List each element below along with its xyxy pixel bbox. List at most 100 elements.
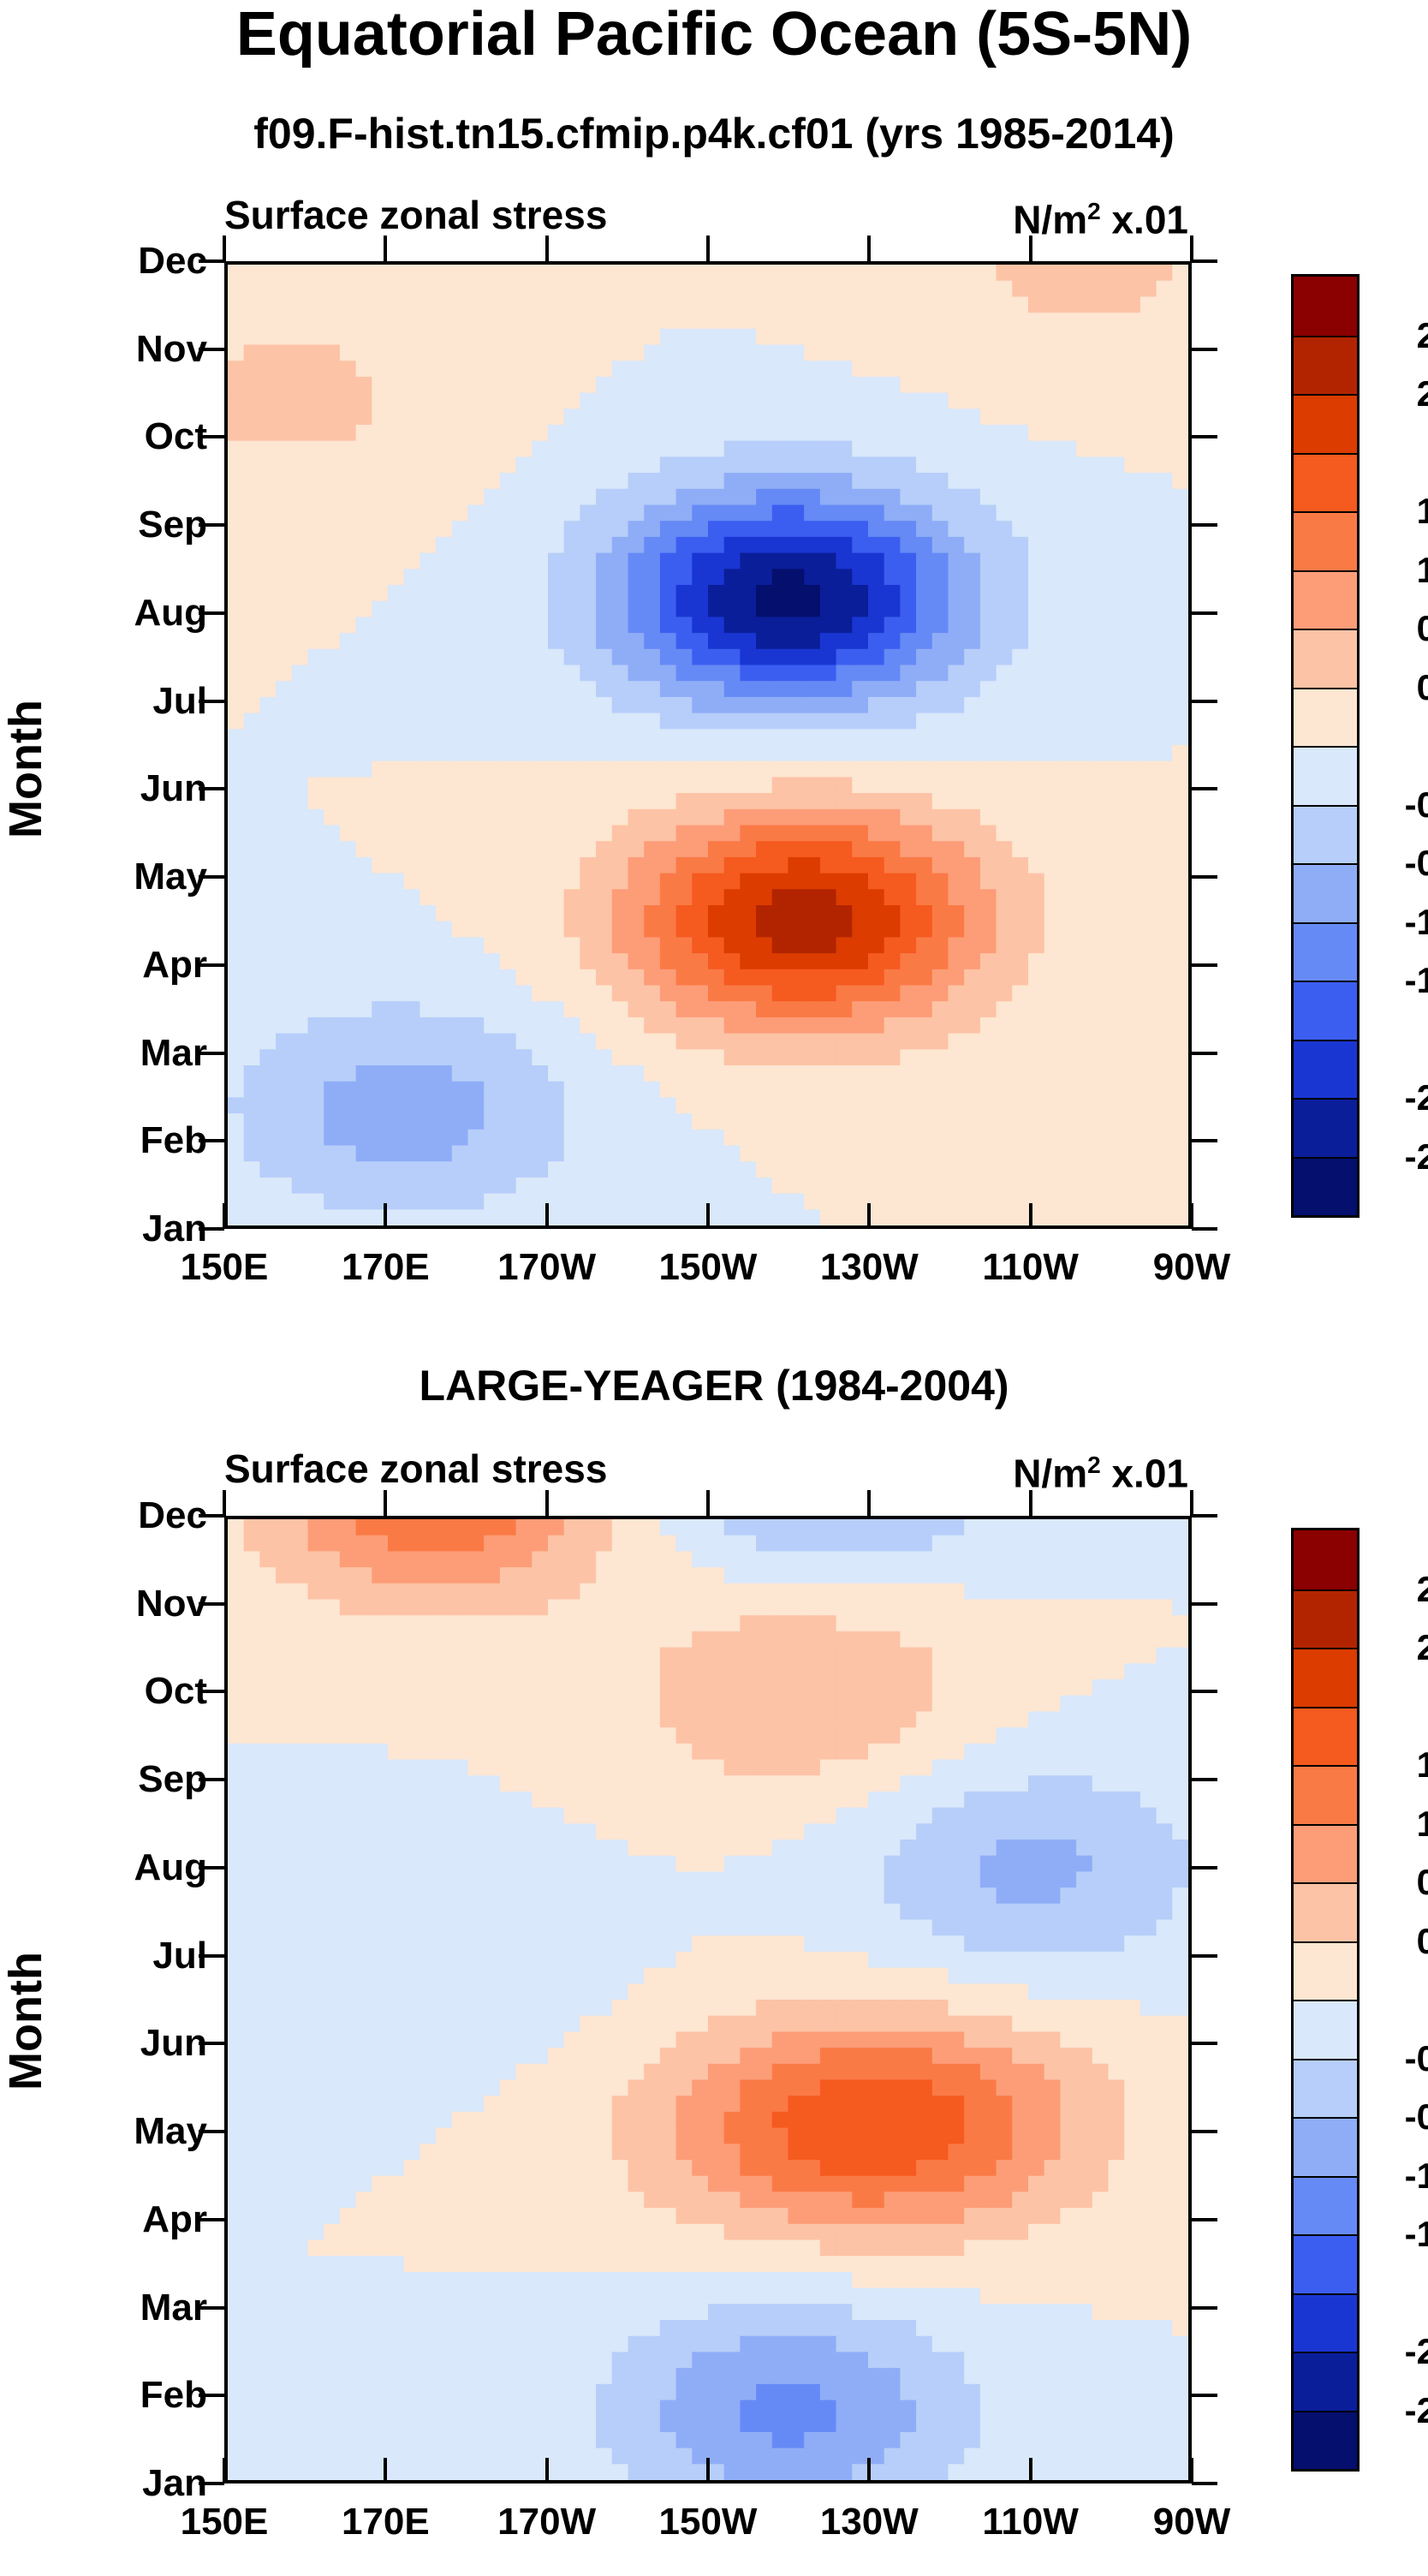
panel2-field-cell <box>484 1823 501 1840</box>
panel1-field-cell <box>1108 745 1125 762</box>
panel1-field-cell <box>948 1097 965 1114</box>
panel1-field-cell <box>771 569 789 586</box>
panel1-field-cell <box>372 1017 389 1035</box>
panel1-field-cell <box>228 392 245 409</box>
panel1-field-cell <box>372 889 389 906</box>
panel1-field-cell <box>868 633 885 650</box>
panel1-field-cell <box>355 713 372 730</box>
panel1-field-cell <box>708 344 725 361</box>
panel1-field-cell <box>756 504 773 522</box>
panel1-field-cell <box>499 1049 517 1066</box>
panel1-field-cell <box>1060 1017 1077 1035</box>
panel1-field-cell <box>1156 265 1173 282</box>
panel1-field-cell <box>548 536 565 554</box>
panel1-field-cell <box>259 1161 277 1178</box>
panel1-field-cell <box>819 296 837 313</box>
panel2-field-cell <box>243 1840 260 1857</box>
panel2-field-cell <box>388 2048 405 2065</box>
panel1-field-cell <box>756 1065 773 1082</box>
panel1-field-cell <box>756 841 773 858</box>
panel1-field-cell <box>339 296 357 313</box>
panel2-field-cell <box>291 1855 309 1872</box>
panel1-field-cell <box>580 392 597 409</box>
panel1-field-cell <box>868 1161 885 1178</box>
panel1-field-cell <box>788 873 805 890</box>
panel2-field-cell <box>532 2208 549 2225</box>
panel1-field-cell <box>1012 296 1029 313</box>
panel1-field-cell <box>339 665 357 682</box>
panel1-field-cell <box>276 376 293 394</box>
panel1-field-cell <box>355 376 372 394</box>
panel1-field-cell <box>740 521 757 538</box>
panel1-field-cell <box>259 473 277 490</box>
panel1-y-tick <box>199 523 224 528</box>
panel1-field-cell <box>596 376 613 394</box>
panel1-field-cell <box>1028 889 1045 906</box>
panel1-field-cell <box>788 1193 805 1210</box>
panel1-field-cell <box>228 376 245 394</box>
panel2-field-cell <box>355 1871 372 1888</box>
panel1-field-cell <box>548 889 565 906</box>
panel1-field-cell <box>1108 1161 1125 1178</box>
panel1-field-cell <box>548 1145 565 1162</box>
panel1-field-cell <box>484 793 501 810</box>
panel1-colorbar-segment <box>1294 394 1357 453</box>
panel1-field-cell <box>675 328 693 346</box>
panel1-field-cell <box>388 488 405 506</box>
panel1-field-cell <box>979 1017 997 1035</box>
panel1-field-cell <box>484 760 501 778</box>
panel1-field-cell <box>355 777 372 794</box>
panel2-field-cell <box>515 1631 533 1649</box>
panel1-field-cell <box>900 841 917 858</box>
panel1-field-cell <box>1012 536 1029 554</box>
panel2-field-cell <box>419 2175 437 2192</box>
panel1-field-cell <box>1060 1193 1077 1210</box>
panel1-field-cell <box>548 280 565 297</box>
panel1-field-cell <box>611 745 629 762</box>
panel2-field-cell <box>324 2079 341 2096</box>
panel2-field-cell <box>548 1871 565 1888</box>
panel1-field-cell <box>228 713 245 730</box>
panel2-field-cell <box>532 2048 549 2065</box>
panel1-field-cell <box>388 713 405 730</box>
panel1-field-cell <box>996 985 1013 1002</box>
panel1-field-cell <box>1076 536 1093 554</box>
panel2-field-cell <box>403 2320 420 2337</box>
panel1-field-cell <box>1172 296 1188 313</box>
panel1-field-cell <box>563 265 580 282</box>
panel1-field-cell <box>228 473 245 490</box>
panel2-field-cell <box>451 2015 469 2032</box>
panel1-field-cell <box>900 280 917 297</box>
panel1-field-cell <box>1060 280 1077 297</box>
panel2-field-cell <box>243 2352 260 2369</box>
panel1-field-cell <box>307 825 324 842</box>
panel1-field-cell <box>644 921 661 938</box>
panel1-field-cell <box>1060 392 1077 409</box>
panel1-field-cell <box>979 1097 997 1114</box>
panel1-field-cell <box>419 1097 437 1114</box>
panel2-field-cell <box>276 1663 293 1680</box>
panel1-field-cell <box>675 1209 693 1225</box>
panel2-field-cell <box>276 1775 293 1792</box>
panel1-field-cell <box>467 841 485 858</box>
panel2-field-cell <box>548 1903 565 1921</box>
panel1-field-cell <box>804 344 821 361</box>
panel1-field-cell <box>756 440 773 457</box>
panel1-x-tick <box>706 236 710 261</box>
panel2-field-cell <box>355 1647 372 1664</box>
panel1-field-cell <box>339 713 357 730</box>
panel1-field-cell <box>771 921 789 938</box>
panel1-field-cell <box>515 729 533 746</box>
panel1-field-cell <box>291 569 309 586</box>
panel1-y-tick <box>1192 259 1217 263</box>
panel1-field-cell <box>740 713 757 730</box>
panel1-field-cell <box>403 633 420 650</box>
panel2-field-cell <box>451 1583 469 1601</box>
panel1-field-cell <box>548 969 565 987</box>
panel1-field-cell <box>1124 696 1141 714</box>
panel1-field-cell <box>1012 777 1029 794</box>
panel1-field-cell <box>1012 1081 1029 1098</box>
panel2-field-cell <box>259 1919 277 1936</box>
panel1-field-cell <box>515 521 533 538</box>
panel2-field-cell <box>436 1727 453 1744</box>
